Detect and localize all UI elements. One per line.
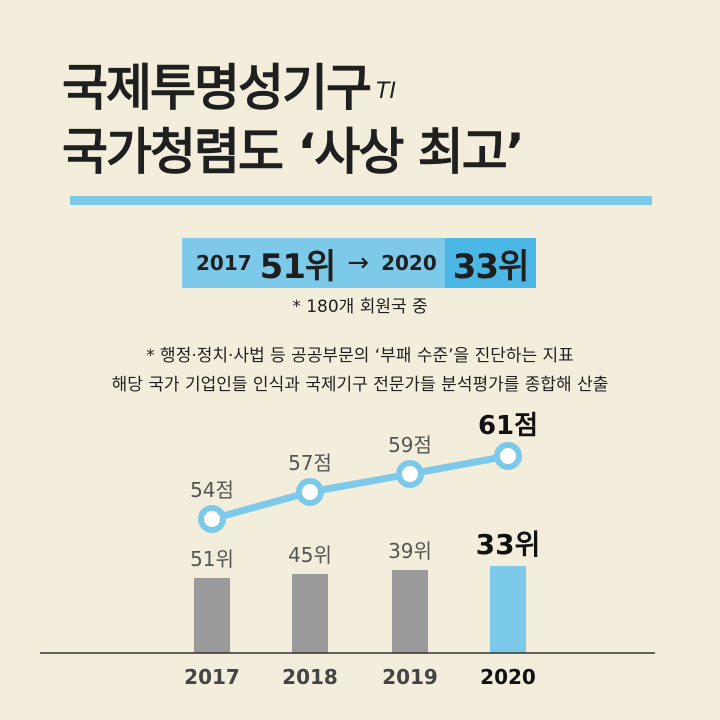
score-point-2019 — [396, 460, 424, 488]
from-year: 2017 — [196, 251, 252, 275]
rank-change-box: 2017 51위 → 2020 33위 — [182, 238, 537, 288]
bar-2019 — [392, 570, 428, 653]
bar-label-2018: 45위 — [288, 543, 332, 567]
countries-note: * 180개 회원국 중 — [292, 297, 428, 317]
bar-2018 — [292, 574, 328, 653]
to-year: 2020 — [381, 251, 437, 275]
score-label-2017: 54점 — [190, 478, 234, 502]
score-label-2020: 61점 — [478, 411, 538, 441]
to-rank: 33위 — [452, 246, 530, 287]
from-rank: 51위 — [259, 246, 337, 287]
accent-rule — [70, 196, 652, 205]
title-block: 국제투명성기구 TI 국가청렴도 ‘사상 최고’ — [62, 58, 525, 182]
score-point-2020 — [494, 442, 522, 470]
arrow-icon: → — [347, 248, 370, 278]
bar-label-2017: 51위 — [190, 547, 234, 571]
x-tick-2019: 2019 — [382, 665, 438, 689]
title-text-1: 국제투명성기구 — [62, 59, 372, 117]
bar-label-2020: 33위 — [476, 528, 541, 561]
score-line — [211, 452, 509, 523]
description-line-2: 해당 국가 기업인들 인식과 국제기구 전문가들 분석평가를 종합해 산출 — [111, 375, 609, 395]
score-label-2018: 57점 — [288, 451, 332, 475]
description-line-1: * 행정·정치·사법 등 공공부문의 ‘부패 수준’을 진단하는 지표 — [146, 346, 574, 366]
score-point-2018 — [296, 478, 324, 506]
title-line-1: 국제투명성기구 TI — [62, 58, 523, 122]
score-point-2017 — [198, 505, 226, 533]
title-line-2: 국가청렴도 ‘사상 최고’ — [62, 122, 525, 181]
to-rank-highlight: 33위 — [444, 238, 537, 288]
ti-label: TI — [376, 78, 396, 104]
x-tick-2018: 2018 — [282, 665, 338, 689]
bar-label-2019: 39위 — [388, 539, 432, 563]
bar-2017 — [194, 578, 230, 653]
x-tick-2017: 2017 — [184, 665, 240, 689]
score-label-2019: 59점 — [388, 433, 432, 457]
bar-2020 — [490, 566, 526, 653]
x-tick-2020: 2020 — [480, 665, 536, 689]
